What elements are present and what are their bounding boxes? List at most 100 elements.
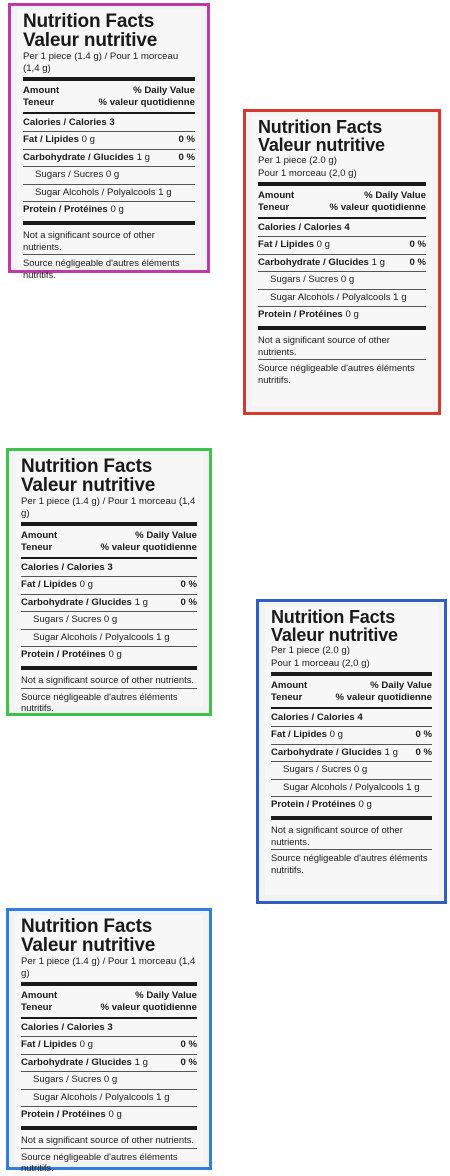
daily-value-header: % Daily Value% valeur quotidienne xyxy=(101,990,198,1014)
carbohydrate-percent: 0 % xyxy=(180,1057,197,1069)
divider xyxy=(21,1126,197,1130)
title-fr: Valeur nutritive xyxy=(271,626,432,644)
sugars-label: Sugars / Sucres 0 g xyxy=(270,274,354,286)
carbohydrate-value: 1 g xyxy=(385,747,398,758)
fat-label: Fat / Lipides xyxy=(258,239,314,250)
fat-percent: 0 % xyxy=(409,239,426,251)
note-en: Not a significant source of other nutrie… xyxy=(258,332,426,361)
divider xyxy=(21,982,197,986)
fat-cell: Fat / Lipides 0 g xyxy=(21,579,93,591)
fat-value: 0 g xyxy=(82,134,95,145)
protein-row: Protein / Protéines 0 g xyxy=(21,1107,197,1123)
fat-label: Fat / Lipides xyxy=(23,134,79,145)
title-en: Nutrition Facts xyxy=(258,118,426,136)
note-fr: Source négligeable d'autres éléments nut… xyxy=(21,1149,197,1176)
title-fr: Valeur nutritive xyxy=(21,936,197,955)
serving-size: Per 1 piece (1.4 g) / Pour 1 morceau (1,… xyxy=(21,496,197,520)
fat-percent: 0 % xyxy=(415,729,432,741)
daily-value-label: % Daily Value xyxy=(99,85,196,97)
amount-label: Amount xyxy=(23,85,59,97)
sugars-label: Sugars / Sucres 0 g xyxy=(33,1074,117,1086)
title-en: Nutrition Facts xyxy=(21,917,197,936)
teneur-label: Teneur xyxy=(271,692,307,704)
fat-cell: Fat / Lipides 0 g xyxy=(271,729,343,741)
note-en: Not a significant source of other nutrie… xyxy=(21,672,197,689)
fat-value: 0 g xyxy=(80,579,93,590)
serving-size: Per 1 piece (1.4 g) / Pour 1 morceau (1,… xyxy=(21,956,197,980)
teneur-label: Teneur xyxy=(258,202,294,214)
sugar-alcohols-row: Sugar Alcohols / Polyalcools 1 g xyxy=(271,780,432,797)
divider xyxy=(21,666,197,670)
sugar-alcohols-label: Sugar Alcohols / Polyalcools 1 g xyxy=(33,1092,170,1104)
valeur-quotidienne-label: % valeur quotidienne xyxy=(330,202,427,214)
fat-cell: Fat / Lipides 0 g xyxy=(23,134,95,146)
title-fr: Valeur nutritive xyxy=(23,31,195,50)
protein-cell: Protein / Protéines 0 g xyxy=(21,1109,122,1121)
fat-cell: Fat / Lipides 0 g xyxy=(21,1039,93,1051)
protein-value: 0 g xyxy=(110,204,123,215)
fat-cell: Fat / Lipides 0 g xyxy=(258,239,330,251)
sugar-alcohols-label: Sugar Alcohols / Polyalcools 1 g xyxy=(283,782,420,794)
sugars-label: Sugars / Sucres 0 g xyxy=(35,169,119,181)
sugars-row: Sugars / Sucres 0 g xyxy=(271,762,432,779)
protein-label: Protein / Protéines xyxy=(21,649,106,660)
divider xyxy=(23,77,195,81)
carbohydrate-label: Carbohydrate / Glucides xyxy=(258,257,369,268)
protein-cell: Protein / Protéines 0 g xyxy=(23,204,124,216)
daily-value-header: % Daily Value% valeur quotidienne xyxy=(336,680,433,704)
fat-value: 0 g xyxy=(317,239,330,250)
serving-size-fr: Pour 1 morceau (2,0 g) xyxy=(271,658,432,670)
divider xyxy=(21,557,197,559)
serving-size-fr: Pour 1 morceau (2,0 g) xyxy=(258,168,426,180)
protein-cell: Protein / Protéines 0 g xyxy=(21,649,122,661)
divider xyxy=(21,522,197,526)
protein-value: 0 g xyxy=(358,799,371,810)
valeur-quotidienne-label: % valeur quotidienne xyxy=(101,1002,198,1014)
daily-value-label: % Daily Value xyxy=(101,530,198,542)
sugar-alcohols-row: Sugar Alcohols / Polyalcools 1 g xyxy=(258,290,426,307)
carbohydrate-value: 1 g xyxy=(135,597,148,608)
daily-value-header: % Daily Value% valeur quotidienne xyxy=(101,530,198,554)
carbohydrate-label: Carbohydrate / Glucides xyxy=(21,597,132,608)
divider xyxy=(21,1017,197,1019)
daily-value-label: % Daily Value xyxy=(336,680,433,692)
daily-value-header: % Daily Value% valeur quotidienne xyxy=(330,190,427,214)
protein-label: Protein / Protéines xyxy=(21,1109,106,1120)
note-fr: Source négligeable d'autres éléments nut… xyxy=(258,360,426,388)
fat-label: Fat / Lipides xyxy=(21,1039,77,1050)
carbohydrate-value: 1 g xyxy=(137,152,150,163)
serving-size: Per 1 piece (2.0 g) xyxy=(258,155,426,167)
amount-label: Amount xyxy=(258,190,294,202)
divider xyxy=(258,217,426,219)
sugar-alcohols-row: Sugar Alcohols / Polyalcools 1 g xyxy=(21,1090,197,1107)
calories-label: Calories / Calories 3 xyxy=(21,562,113,574)
divider xyxy=(271,707,432,709)
calories-label: Calories / Calories 4 xyxy=(271,712,363,724)
note-fr: Source négligeable d'autres éléments nut… xyxy=(23,255,195,283)
divider xyxy=(258,182,426,186)
carbohydrate-cell: Carbohydrate / Glucides 1 g xyxy=(23,152,150,164)
amount-label: Amount xyxy=(271,680,307,692)
carbohydrate-value: 1 g xyxy=(372,257,385,268)
serving-size: Per 1 piece (2.0 g) xyxy=(271,645,432,657)
calories-row: Calories / Calories 3 xyxy=(23,115,195,132)
carbohydrate-label: Carbohydrate / Glucides xyxy=(21,1057,132,1068)
